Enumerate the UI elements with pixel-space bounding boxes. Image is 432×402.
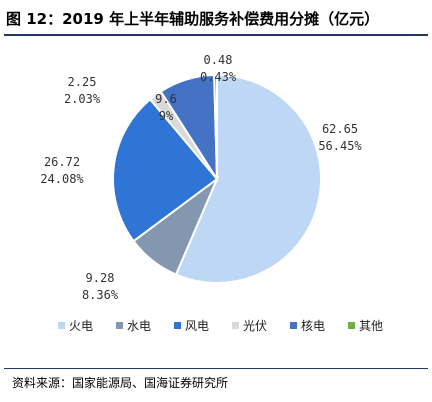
percent-label-6: 0.43%: [200, 70, 237, 84]
value-label-6: 0.48: [204, 53, 233, 67]
legend-swatch-6: [348, 322, 355, 329]
value-label-2: 9.28: [86, 271, 115, 285]
percent-label-2: 8.36%: [82, 288, 119, 302]
legend-label-6: 其他: [359, 319, 383, 333]
pie-chart: 62.65 56.45% 9.28 8.36% 26.72 24.08% 2.25 2.03%…: [40, 53, 383, 333]
value-label-3: 26.72: [44, 155, 80, 169]
source-note: 资料来源：国家能源局、国海证券研究所: [12, 376, 229, 390]
legend-label-5: 核电: [301, 319, 325, 333]
pie-slices: [112, 73, 322, 284]
legend-swatch-2: [116, 322, 123, 329]
title-divider: [4, 34, 428, 36]
percent-label-4: 2.03%: [64, 92, 101, 106]
legend-label-4: 光伏: [243, 319, 267, 333]
pie-slice-6: [213, 73, 218, 180]
pie-slice-3: [112, 97, 219, 243]
percent-label-3: 24.08%: [40, 172, 84, 186]
legend-label-3: 风电: [185, 319, 209, 333]
percent-label-1: 56.45%: [318, 139, 362, 153]
legend-label-2: 水电: [127, 319, 151, 333]
value-label-4: 2.25: [68, 75, 97, 89]
legend-swatch-3: [174, 322, 181, 329]
legend: 火电 水电 风电 光伏 核电 其他: [58, 319, 383, 333]
value-label-5: 9.6: [155, 92, 177, 106]
legend-swatch-1: [58, 322, 65, 329]
legend-swatch-5: [290, 322, 297, 329]
pie-slice-1: [174, 73, 322, 284]
footer-divider: [4, 368, 428, 369]
value-label-1: 62.65: [322, 122, 358, 136]
percent-label-5: 9%: [159, 109, 174, 123]
legend-swatch-4: [232, 322, 239, 329]
data-labels: 62.65 56.45% 9.28 8.36% 26.72 24.08% 2.25 2.03%…: [40, 53, 362, 302]
legend-label-1: 火电: [69, 319, 93, 333]
chart-title: 图 12：2019 年上半年辅助服务补偿费用分摊（亿元）: [6, 10, 380, 28]
